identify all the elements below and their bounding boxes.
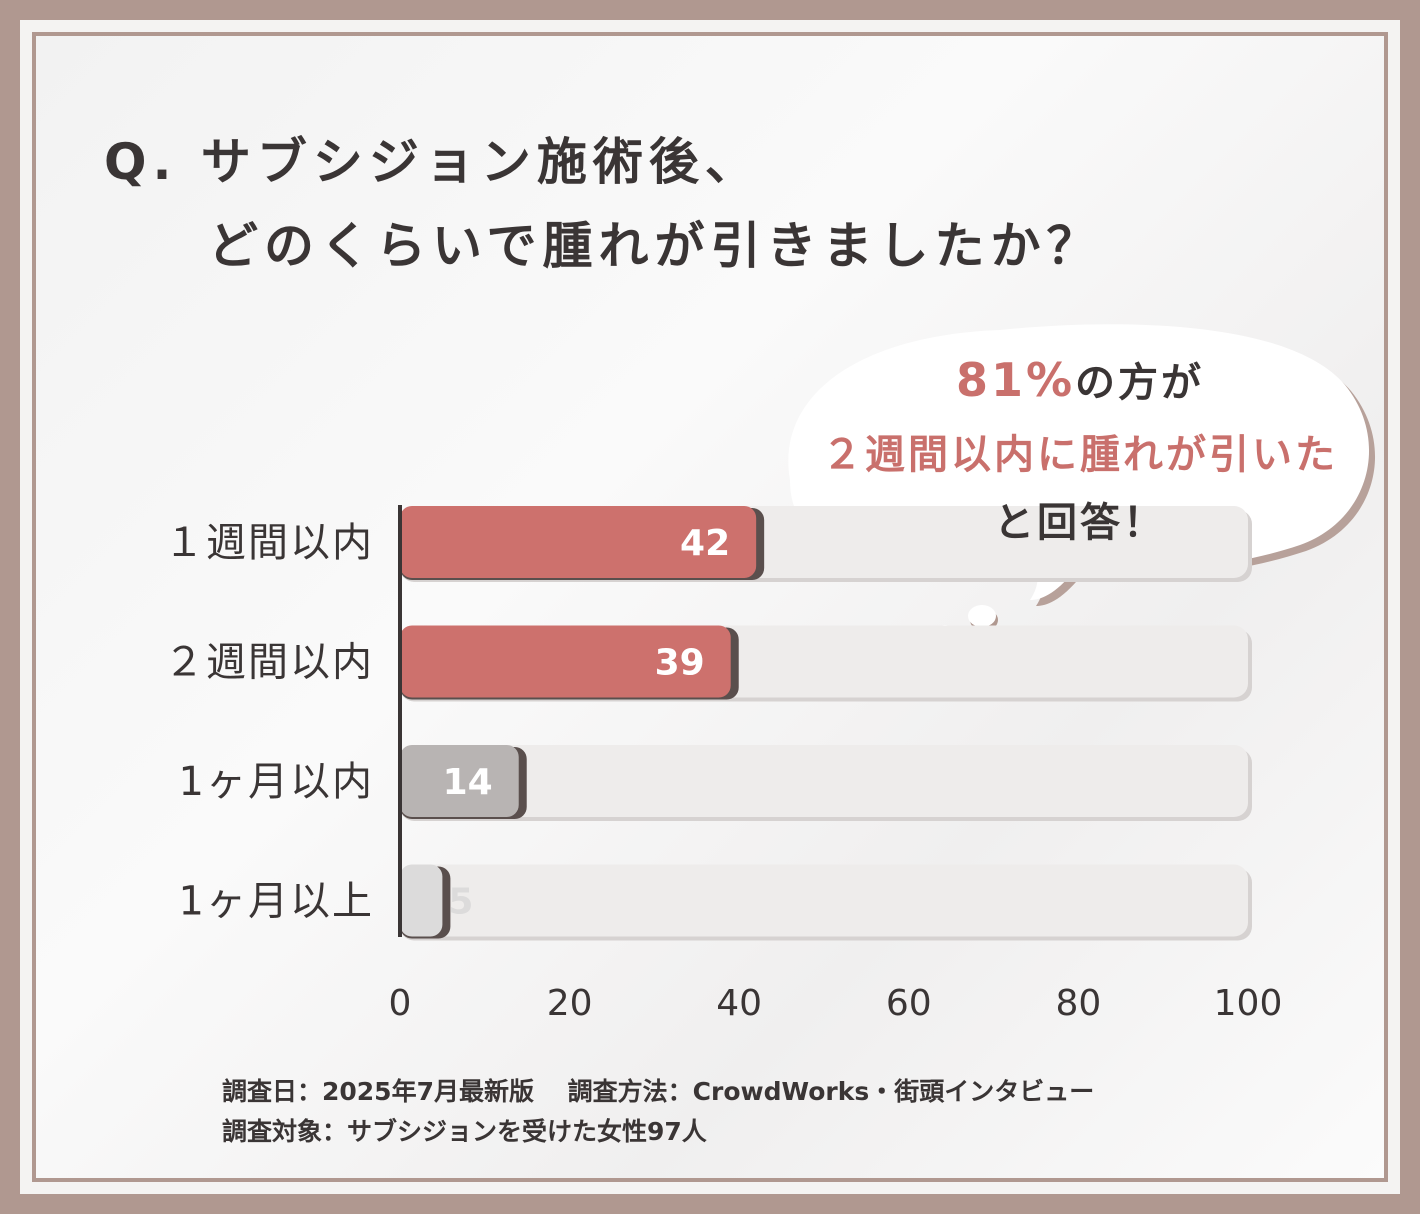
title-line-2: どのくらいで腫れが引きましたか？ <box>208 217 1103 275</box>
x-tick-label: 0 <box>389 983 412 1024</box>
bar <box>400 745 519 817</box>
callout-line-3: と回答！ <box>994 500 1166 546</box>
callout-line-1: 81%の方が <box>800 350 1360 408</box>
inner-frame <box>32 32 1388 1182</box>
bar-track <box>400 745 1248 817</box>
value-label: 5 <box>448 882 473 923</box>
value-label: 39 <box>655 643 705 684</box>
value-label: 42 <box>680 523 730 564</box>
x-tick-label: 40 <box>716 983 762 1024</box>
x-tick-label: 60 <box>886 983 932 1024</box>
callout-line-2: ２週間以内に腫れが引いた <box>822 432 1338 478</box>
category-label: ２週間以内 <box>164 640 374 686</box>
category-label: 1ヶ月以内 <box>179 759 374 805</box>
x-tick-label: 100 <box>1214 983 1283 1024</box>
value-label: 14 <box>443 762 493 803</box>
x-tick-label: 80 <box>1055 983 1101 1024</box>
bar <box>400 625 731 698</box>
bar <box>400 864 443 937</box>
footer-survey-info: 調査日：2025年7月最新版 調査方法：CrowdWorks・街頭インタビュー <box>222 1077 1095 1106</box>
callout-line-1-rest: の方が <box>1075 360 1205 406</box>
bar <box>400 506 757 578</box>
category-label: 1ヶ月以上 <box>179 879 374 925</box>
x-tick-label: 20 <box>547 983 593 1024</box>
bar-track <box>400 864 1248 937</box>
footer-survey-target: 調査対象：サブシジョンを受けた女性97人 <box>222 1117 707 1146</box>
category-label: １週間以内 <box>164 520 374 566</box>
title-line-1: Q. サブシジョン施術後、 <box>104 133 761 191</box>
callout-percent: 81% <box>955 353 1076 407</box>
